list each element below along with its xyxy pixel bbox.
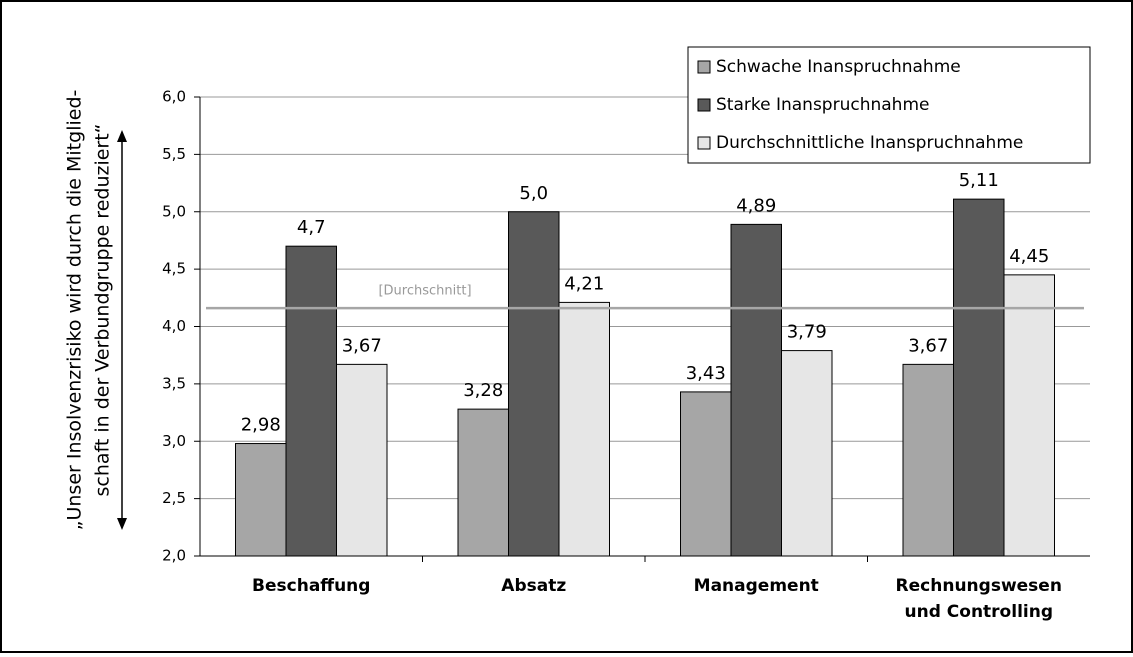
value-label: 2,98 [241, 415, 281, 436]
y-tick-label: 3,0 [162, 432, 186, 450]
value-label: 3,28 [463, 380, 503, 401]
value-label: 3,67 [342, 335, 382, 356]
y-tick-label: 5,5 [162, 145, 186, 163]
bar [1003, 274, 1055, 557]
bar [902, 363, 954, 557]
y-label-line: „Unser Insolvenzrisiko wird durch die Mi… [64, 90, 86, 531]
reference-label: [Durchschnitt] [378, 284, 471, 299]
y-tick-label: 4,0 [162, 317, 186, 335]
legend-swatch [697, 136, 711, 150]
y-tick-label: 4,5 [162, 260, 186, 278]
legend-swatch [697, 60, 711, 74]
bar [336, 363, 388, 557]
legend-box [687, 46, 1091, 164]
y-tick-label: 2,5 [162, 489, 186, 507]
bar [285, 245, 337, 557]
y-axis-label: „Unser Insolvenzrisiko wird durch die Mi… [64, 90, 114, 531]
x-tick-label: und Controlling [905, 602, 1054, 622]
y-label-line: schaft in der Verbundgruppe reduziert“ [92, 123, 114, 496]
x-tick-label: Rechnungswesen [896, 576, 1062, 596]
bar [457, 408, 509, 557]
value-label: 4,89 [736, 195, 776, 216]
value-label: 5,0 [519, 183, 548, 204]
y-tick-label: 3,5 [162, 374, 186, 392]
x-tick-label: Beschaffung [252, 576, 370, 596]
y-tick-label: 2,0 [162, 547, 186, 565]
value-label: 5,11 [959, 170, 999, 191]
value-label: 4,7 [297, 217, 326, 238]
legend-label: Starke Inanspruchnahme [716, 95, 929, 115]
bar [558, 301, 610, 557]
y-tick-label: 6,0 [162, 88, 186, 106]
bar [953, 198, 1005, 557]
value-label: 3,79 [787, 322, 827, 343]
legend-swatch [697, 98, 711, 112]
y-tick-label: 5,0 [162, 202, 186, 220]
value-label: 3,43 [686, 363, 726, 384]
bar [730, 223, 782, 557]
bar [235, 443, 287, 557]
x-tick-label: Absatz [501, 576, 566, 596]
x-tick-label: Management [694, 576, 819, 596]
bar [781, 350, 833, 557]
value-label: 4,45 [1009, 246, 1049, 267]
value-label: 4,21 [564, 273, 604, 294]
legend-label: Durchschnittliche Inanspruchnahme [716, 133, 1023, 153]
bar [508, 211, 560, 557]
bar [680, 391, 732, 557]
value-label: 3,67 [908, 335, 948, 356]
legend-label: Schwache Inanspruchnahme [716, 57, 961, 77]
